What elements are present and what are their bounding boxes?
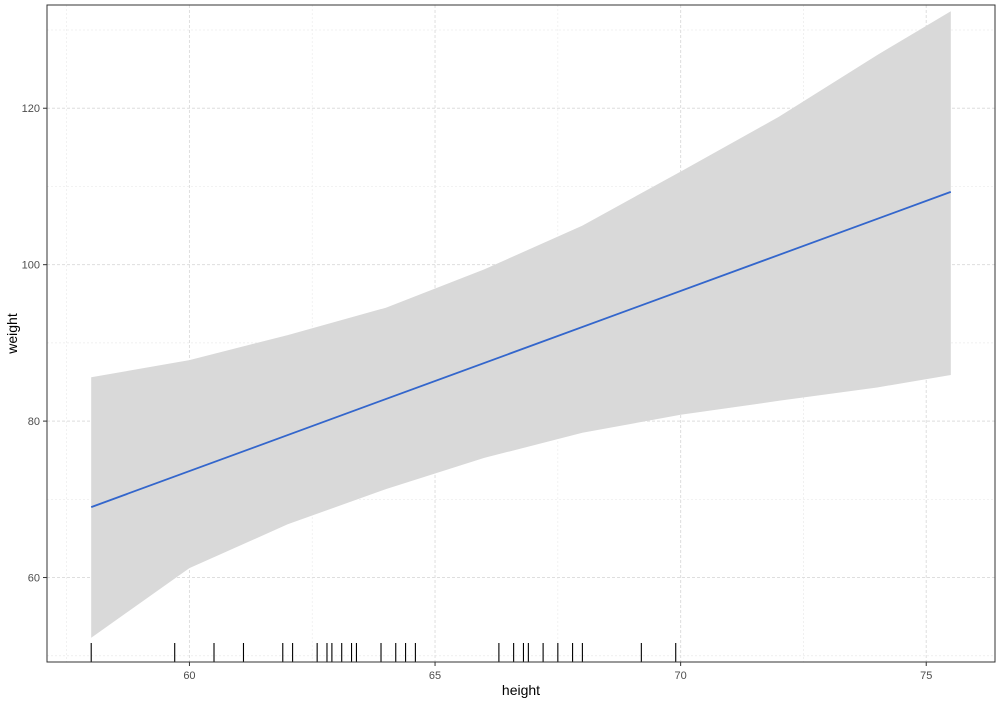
x-axis-ticks: 60 65 70 75 bbox=[183, 662, 932, 682]
y-tick-label: 120 bbox=[22, 103, 40, 115]
x-tick-label: 65 bbox=[429, 670, 441, 682]
panel-border bbox=[46, 4, 996, 663]
x-tick-label: 70 bbox=[675, 670, 687, 682]
fit-line bbox=[90, 191, 952, 508]
x-tick-label: 75 bbox=[920, 670, 932, 682]
y-axis-ticks: 60 80 100 120 bbox=[22, 103, 47, 585]
confidence-band-layer bbox=[91, 11, 951, 638]
x-axis-title: height bbox=[502, 682, 540, 698]
confidence-band bbox=[91, 11, 951, 638]
fit-line-layer bbox=[90, 191, 952, 508]
y-tick-label: 80 bbox=[28, 416, 40, 428]
y-tick-label: 60 bbox=[28, 573, 40, 585]
x-tick-label: 60 bbox=[183, 670, 195, 682]
y-axis-title: weight bbox=[4, 313, 20, 355]
rug-marks bbox=[90, 643, 677, 662]
y-tick-label: 100 bbox=[22, 260, 40, 272]
